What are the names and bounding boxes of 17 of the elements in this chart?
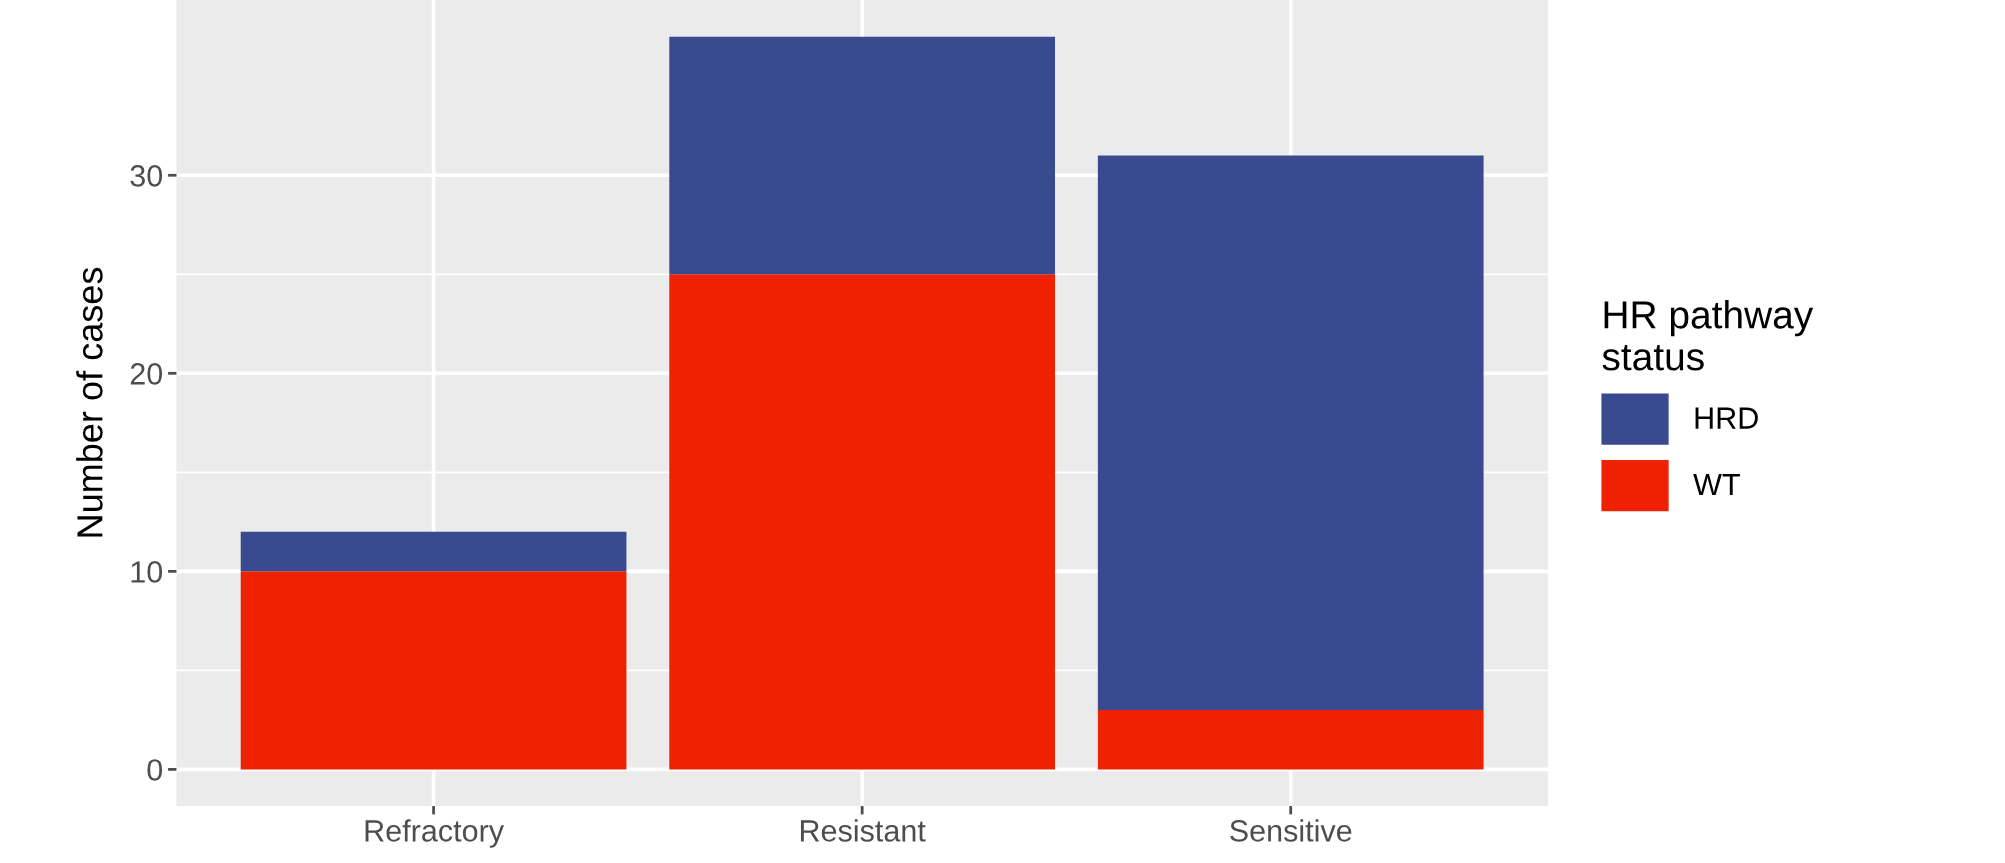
x-tick-label: Resistant bbox=[800, 819, 926, 842]
x-tick-label: Refractory bbox=[365, 819, 504, 848]
bar bbox=[669, 36, 1056, 275]
x-tick-label: Sensitive bbox=[1230, 819, 1352, 842]
y-tick-label: 0 bbox=[147, 759, 163, 781]
legend-label: HRD bbox=[1695, 407, 1758, 429]
y-tick-label: 10 bbox=[131, 561, 163, 583]
y-tick-label: 20 bbox=[130, 363, 163, 385]
bar bbox=[1097, 155, 1484, 710]
bar bbox=[240, 571, 627, 770]
bar bbox=[669, 274, 1056, 770]
bar bbox=[240, 531, 627, 572]
y-tick-label: 30 bbox=[130, 165, 163, 187]
legend-title: HR pathway status bbox=[1602, 300, 1814, 371]
y-axis-title: Number of cases bbox=[76, 267, 103, 537]
legend-label: WT bbox=[1693, 474, 1740, 496]
bar bbox=[1097, 709, 1484, 770]
